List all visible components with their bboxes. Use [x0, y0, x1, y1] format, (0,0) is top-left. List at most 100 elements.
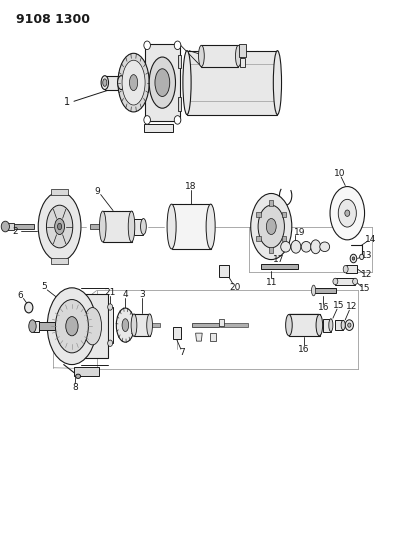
- Ellipse shape: [66, 317, 78, 336]
- Bar: [178, 98, 181, 111]
- Ellipse shape: [118, 76, 125, 90]
- Circle shape: [360, 254, 364, 260]
- Bar: [173, 327, 181, 339]
- Bar: [256, 212, 261, 217]
- Circle shape: [345, 320, 353, 330]
- Text: 5: 5: [41, 282, 47, 290]
- Text: 13: 13: [361, 251, 372, 260]
- Ellipse shape: [38, 192, 81, 261]
- Ellipse shape: [101, 76, 109, 90]
- Bar: [134, 219, 143, 235]
- Bar: [123, 323, 160, 327]
- Bar: [256, 236, 261, 241]
- Circle shape: [25, 302, 33, 313]
- Ellipse shape: [330, 187, 365, 240]
- Circle shape: [352, 257, 355, 260]
- Bar: [220, 323, 248, 327]
- Text: 11: 11: [266, 278, 277, 287]
- Text: 18: 18: [185, 182, 197, 191]
- Text: 3: 3: [139, 290, 145, 299]
- Bar: [51, 258, 68, 264]
- Circle shape: [174, 116, 181, 124]
- Ellipse shape: [320, 242, 330, 252]
- Ellipse shape: [1, 221, 9, 232]
- Ellipse shape: [103, 79, 107, 86]
- Bar: [172, 204, 211, 249]
- Ellipse shape: [273, 51, 282, 115]
- Ellipse shape: [281, 241, 291, 252]
- Ellipse shape: [46, 205, 73, 248]
- Text: 17: 17: [273, 255, 284, 264]
- Bar: [219, 319, 224, 326]
- Ellipse shape: [301, 241, 311, 252]
- Text: 1: 1: [64, 98, 70, 107]
- Text: 6: 6: [18, 291, 23, 300]
- Text: 21: 21: [104, 288, 116, 296]
- Text: 10: 10: [334, 169, 346, 177]
- Bar: [6, 223, 14, 230]
- Bar: [269, 200, 273, 206]
- Ellipse shape: [155, 69, 170, 96]
- Text: 4: 4: [122, 290, 128, 299]
- Ellipse shape: [131, 314, 137, 336]
- Bar: [239, 44, 246, 57]
- Text: 9: 9: [95, 187, 100, 196]
- Ellipse shape: [141, 219, 146, 235]
- Bar: [313, 288, 336, 293]
- Ellipse shape: [316, 314, 323, 336]
- Bar: [117, 323, 134, 327]
- Ellipse shape: [266, 219, 276, 235]
- Text: 16: 16: [298, 345, 310, 353]
- Ellipse shape: [199, 45, 204, 67]
- Circle shape: [144, 116, 150, 124]
- Bar: [90, 224, 144, 229]
- Ellipse shape: [58, 223, 62, 230]
- Ellipse shape: [29, 320, 36, 333]
- Circle shape: [348, 323, 351, 327]
- Text: 19: 19: [293, 229, 305, 237]
- Ellipse shape: [122, 319, 129, 332]
- Polygon shape: [196, 333, 202, 341]
- Bar: [74, 367, 99, 376]
- Ellipse shape: [129, 75, 138, 91]
- Ellipse shape: [291, 240, 301, 253]
- Ellipse shape: [149, 57, 175, 108]
- Ellipse shape: [128, 211, 135, 242]
- Bar: [269, 247, 273, 253]
- Ellipse shape: [118, 53, 149, 112]
- Bar: [335, 278, 355, 285]
- Polygon shape: [105, 76, 121, 90]
- Bar: [201, 45, 238, 67]
- Ellipse shape: [312, 285, 316, 296]
- Bar: [323, 319, 331, 332]
- Ellipse shape: [183, 51, 191, 115]
- Bar: [144, 124, 173, 132]
- Text: 15: 15: [359, 284, 371, 293]
- Ellipse shape: [258, 205, 284, 248]
- Bar: [51, 189, 68, 195]
- Text: 9108 1300: 9108 1300: [16, 13, 90, 26]
- Ellipse shape: [329, 319, 333, 332]
- Text: 12: 12: [361, 270, 373, 279]
- Bar: [108, 307, 113, 343]
- Ellipse shape: [99, 211, 106, 242]
- Polygon shape: [210, 333, 216, 341]
- Circle shape: [144, 41, 150, 50]
- Ellipse shape: [108, 340, 113, 346]
- Ellipse shape: [147, 314, 152, 336]
- Bar: [335, 320, 343, 330]
- Ellipse shape: [333, 278, 338, 285]
- Text: 20: 20: [230, 284, 241, 292]
- Ellipse shape: [55, 300, 88, 353]
- Ellipse shape: [122, 60, 145, 105]
- Bar: [187, 51, 277, 115]
- Text: 12: 12: [346, 302, 357, 311]
- Ellipse shape: [76, 374, 81, 378]
- Ellipse shape: [286, 314, 292, 336]
- Bar: [282, 212, 286, 217]
- Bar: [145, 44, 180, 122]
- Bar: [134, 314, 150, 336]
- Text: 8: 8: [72, 383, 78, 392]
- Text: 16: 16: [318, 303, 329, 312]
- Circle shape: [345, 210, 350, 216]
